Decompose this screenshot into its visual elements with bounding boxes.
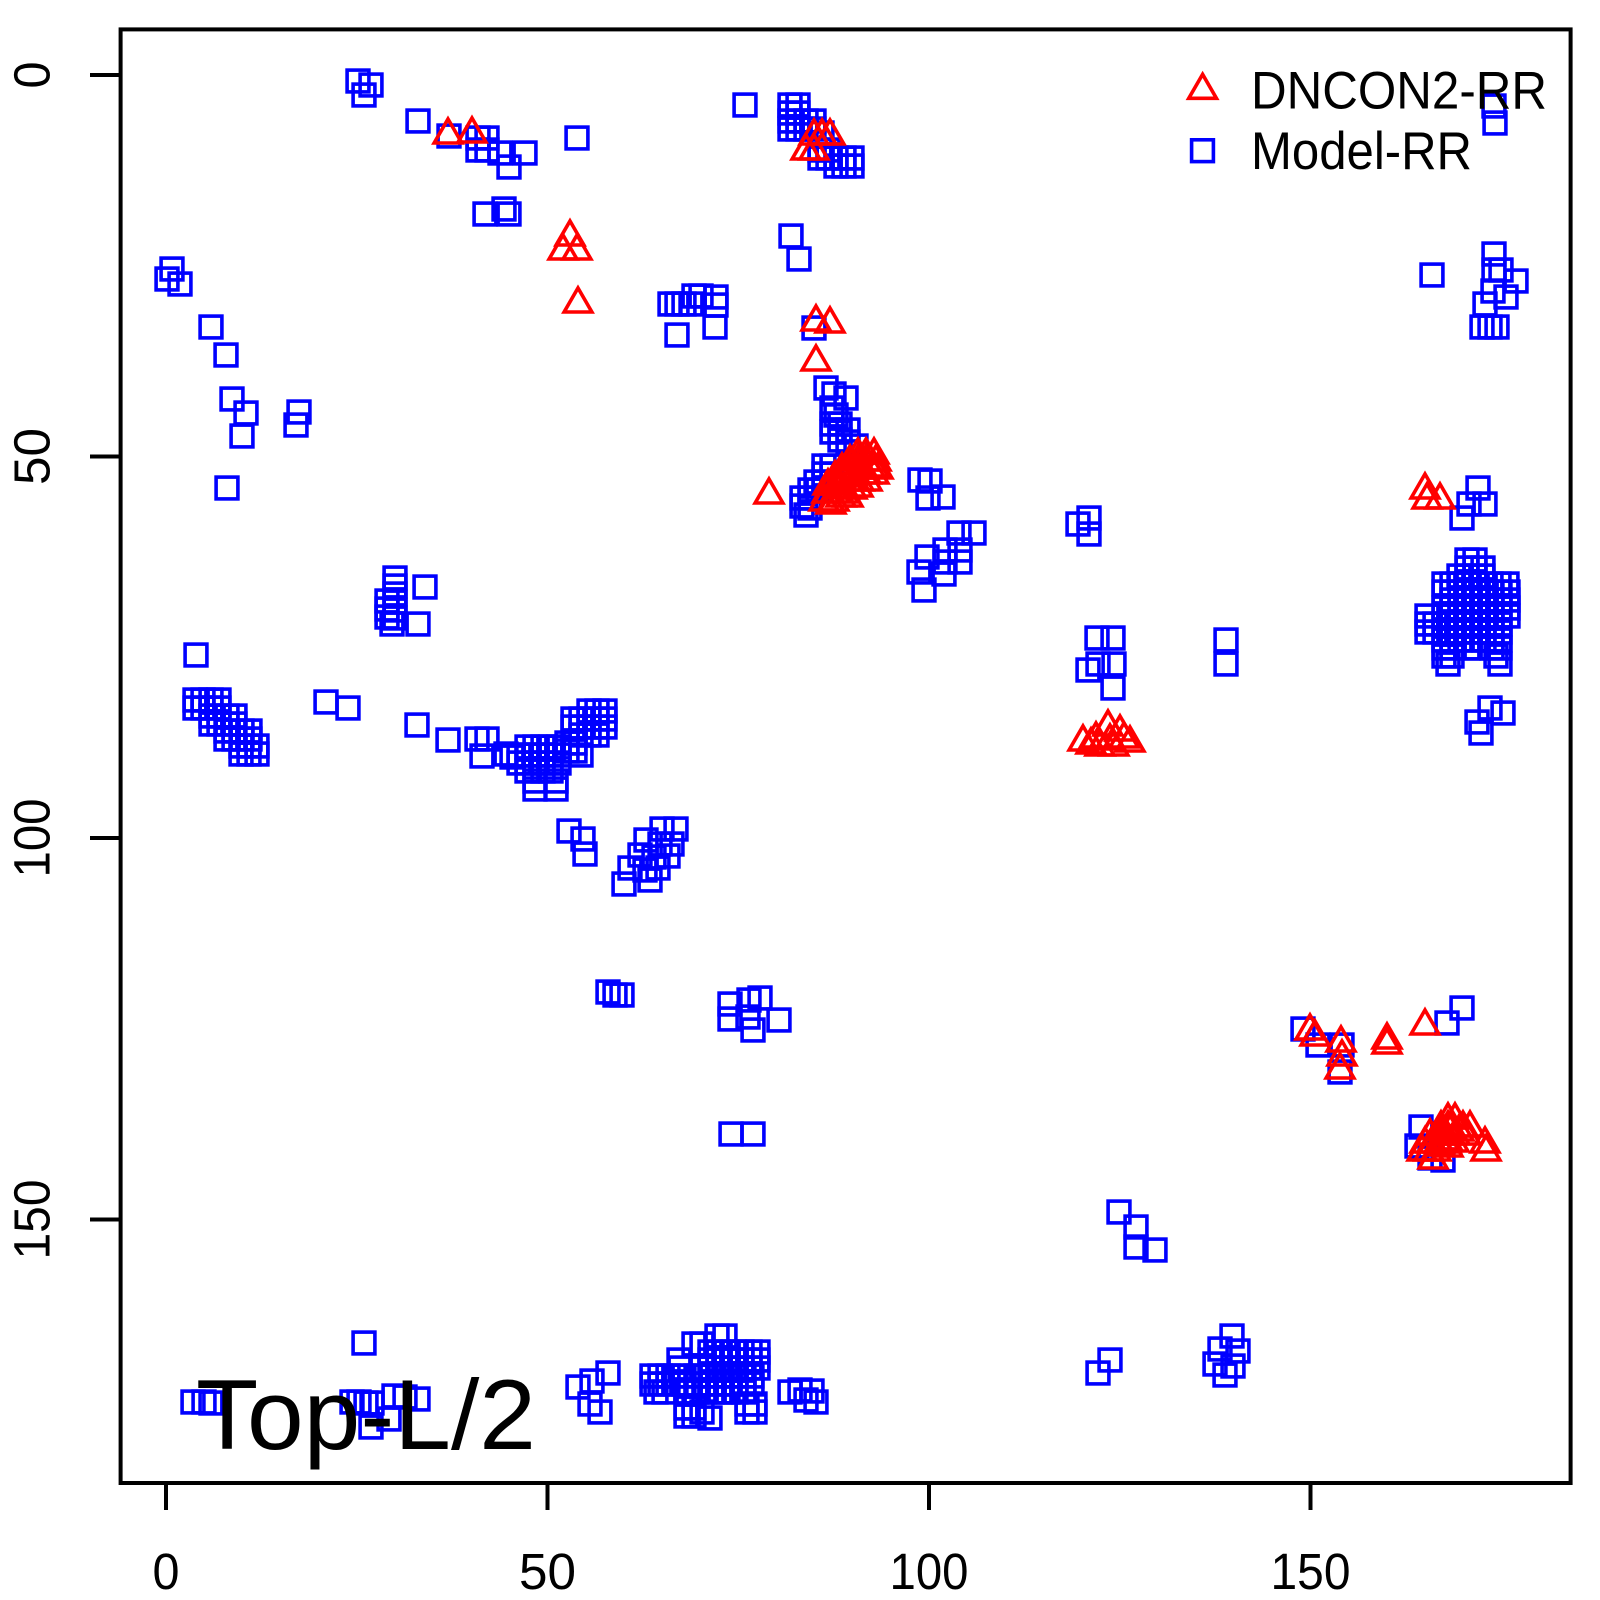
svg-text:DNCON2-RR: DNCON2-RR [1251, 62, 1547, 121]
svg-text:Model-RR: Model-RR [1251, 122, 1472, 181]
svg-text:150: 150 [1271, 1543, 1351, 1600]
svg-text:0: 0 [153, 1543, 180, 1600]
svg-text:100: 100 [4, 799, 61, 878]
svg-text:150: 150 [4, 1180, 61, 1260]
svg-text:100: 100 [890, 1543, 969, 1600]
svg-text:Top-L/2: Top-L/2 [196, 1359, 536, 1470]
svg-text:50: 50 [4, 428, 61, 485]
svg-text:0: 0 [4, 62, 61, 89]
svg-text:50: 50 [519, 1543, 576, 1600]
